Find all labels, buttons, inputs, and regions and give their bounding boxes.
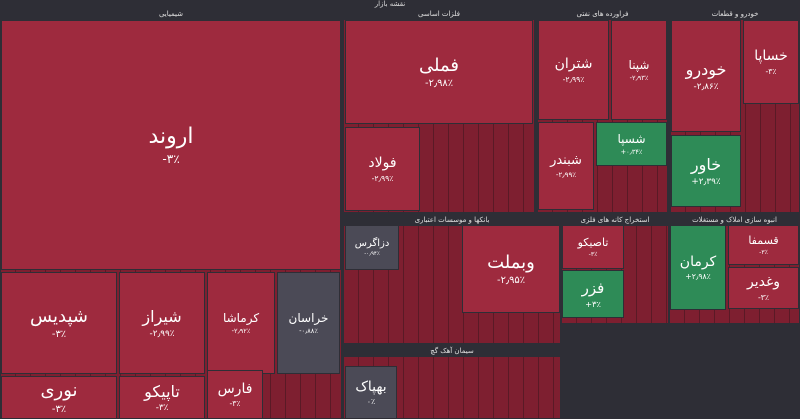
stock-name: فارس — [217, 380, 253, 397]
stock-tile: تاصیکو -۳٪ — [562, 225, 624, 269]
sector-name: شیمیایی — [1, 9, 341, 20]
stock-tile: شسپا +۰٫۳۴٪ — [596, 122, 667, 166]
stock-name: وبملت — [487, 251, 535, 273]
stock-change: -۳٪ — [51, 329, 67, 341]
stock-tile: فزر +۳٪ — [562, 270, 624, 318]
stock-name: تاپیکو — [144, 381, 180, 401]
stock-tile: دزاگرس -۰٫۹۴٪ — [345, 225, 399, 270]
stock-tile: کرماشا -۲٫۹۲٪ — [207, 272, 275, 374]
sector-name: خودرو و قطعات — [671, 9, 799, 20]
stock-name: شبندر — [550, 152, 582, 168]
stock-name: دزاگرس — [354, 238, 390, 250]
stock-change: -۳٪ — [757, 292, 770, 302]
stock-name: خاور — [690, 155, 722, 175]
stock-tile: وبملت -۲٫۹۵٪ — [462, 225, 560, 313]
stock-name: فزر — [581, 278, 605, 297]
sector-name: فراورده های نفتی — [538, 9, 667, 20]
stock-change: -۳٪ — [588, 250, 598, 258]
stock-name: وغدیر — [746, 274, 781, 291]
stock-change: -۳٪ — [759, 248, 768, 256]
stock-tile: خودرو -۲٫۸۶٪ — [671, 20, 741, 132]
stock-name: اروند — [148, 123, 194, 149]
stock-change: +۰٫۳۴٪ — [620, 147, 643, 156]
stock-name: شسپا — [617, 132, 646, 147]
stock-tile: فولاد -۲٫۹۹٪ — [345, 127, 420, 211]
stock-change: -۲٫۹۳٪ — [629, 73, 649, 82]
stock-tile: فملی -۲٫۹۸٪ — [345, 20, 533, 124]
stock-change: -۲٫۹۹٪ — [149, 328, 175, 339]
stock-change: -۲٫۹۲٪ — [231, 326, 251, 335]
stock-name: شتران — [554, 56, 593, 73]
stock-tile: فارس -۳٪ — [207, 370, 263, 419]
stock-name: خساپا — [754, 48, 788, 65]
stock-change: -۳٪ — [229, 399, 241, 409]
stock-tile: شتران -۲٫۹۹٪ — [538, 20, 609, 120]
stock-tile: قسمفا -۳٪ — [728, 225, 799, 265]
stock-change: -۲٫۹۹٪ — [371, 173, 394, 183]
stock-name: فولاد — [368, 155, 397, 172]
sector-name: سیمان آهک گچ — [344, 346, 560, 357]
map-title: نقشه بازار — [374, 0, 406, 8]
sector-name: استخراج کانه های فلزی — [562, 215, 668, 226]
stock-name: شپدیس — [30, 305, 88, 327]
stock-name: کرماشا — [222, 311, 260, 326]
stock-change: +۳٪ — [585, 299, 601, 310]
stock-tile: شبندر -۲٫۹۹٪ — [538, 122, 594, 210]
stock-change: -۲٫۹۸٪ — [425, 78, 454, 90]
stock-change: -۲٫۸۶٪ — [693, 81, 719, 92]
stock-tile: شپدیس -۳٪ — [1, 272, 117, 374]
stock-tile: شیراز -۲٫۹۹٪ — [119, 272, 205, 374]
stock-tile: شپنا -۲٫۹۳٪ — [611, 20, 667, 120]
stock-name: کرمان — [679, 253, 717, 270]
stock-name: تاصیکو — [577, 236, 609, 250]
stock-tile: خراسان -۰٫۸۸٪ — [277, 272, 340, 374]
stock-tile: وغدیر -۳٪ — [728, 267, 799, 309]
stock-change: +۲٫۳۹٪ — [691, 176, 721, 187]
stock-change: -۳٪ — [162, 152, 180, 167]
stock-change: +۲٫۹۸٪ — [685, 272, 711, 282]
stock-tile: بهپاک ۰٪ — [345, 366, 397, 419]
stock-name: قسمفا — [748, 234, 779, 248]
stock-change: -۳٪ — [765, 66, 777, 76]
stock-tile: خاور +۲٫۳۹٪ — [671, 135, 741, 207]
stock-tile: تاپیکو -۳٪ — [119, 376, 205, 419]
stock-change: -۲٫۹۹٪ — [562, 74, 585, 84]
stock-name: خراسان — [288, 311, 329, 326]
stock-tile: نوری -۳٪ — [1, 376, 117, 419]
stock-change: -۲٫۹۹٪ — [555, 170, 577, 180]
stock-name: شیراز — [142, 307, 182, 327]
stock-change: ۰٪ — [366, 397, 376, 407]
sector-name: بانکها و موسسات اعتباری — [344, 215, 560, 226]
stock-change: -۰٫۹۴٪ — [364, 250, 380, 257]
stock-name: فملی — [419, 54, 459, 76]
sector-name: انبوه سازی املاک و مستغلات — [670, 215, 799, 226]
stock-name: بهپاک — [355, 378, 387, 395]
sector-name: فلزات اساسی — [344, 9, 534, 20]
stock-change: -۳٪ — [155, 403, 169, 414]
stock-change: -۳٪ — [51, 403, 67, 415]
stock-name: نوری — [40, 380, 78, 402]
stock-change: -۲٫۹۵٪ — [497, 275, 526, 287]
stock-tile: خساپا -۳٪ — [743, 20, 799, 104]
stock-change: -۰٫۸۸٪ — [299, 326, 318, 335]
stock-name: شپنا — [628, 58, 650, 73]
stock-tile: اروند -۳٪ — [1, 20, 341, 270]
stock-name: خودرو — [685, 60, 727, 80]
stock-tile: کرمان +۲٫۹۸٪ — [670, 225, 726, 310]
